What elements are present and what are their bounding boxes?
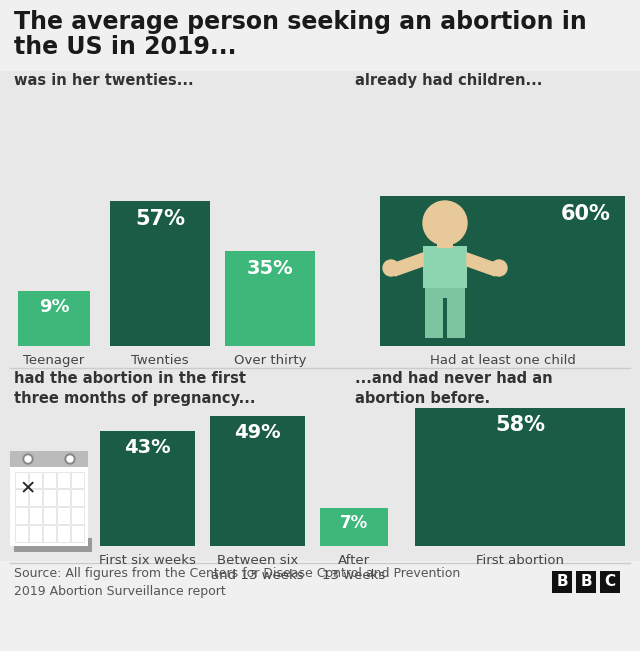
FancyBboxPatch shape (0, 71, 640, 366)
FancyBboxPatch shape (576, 571, 596, 593)
Polygon shape (395, 253, 423, 276)
Text: First six weeks: First six weeks (99, 554, 196, 567)
FancyBboxPatch shape (110, 201, 210, 346)
FancyBboxPatch shape (423, 246, 467, 288)
Text: 49%: 49% (234, 423, 281, 442)
Text: 60%: 60% (561, 204, 611, 224)
Text: Source: All figures from the Centers for Disease Control and Prevention
2019 Abo: Source: All figures from the Centers for… (14, 567, 460, 598)
Circle shape (23, 454, 33, 464)
FancyBboxPatch shape (380, 196, 625, 346)
Text: Twenties: Twenties (131, 354, 189, 367)
FancyBboxPatch shape (552, 571, 572, 593)
FancyBboxPatch shape (100, 431, 195, 546)
Circle shape (25, 456, 31, 462)
Text: Between six
and 13 weeks: Between six and 13 weeks (211, 554, 304, 582)
Text: ✕: ✕ (20, 479, 36, 498)
FancyBboxPatch shape (425, 290, 443, 338)
Text: B: B (580, 574, 592, 590)
Circle shape (67, 456, 73, 462)
Circle shape (383, 260, 399, 276)
FancyBboxPatch shape (18, 291, 90, 346)
Text: The average person seeking an abortion in: The average person seeking an abortion i… (14, 10, 587, 34)
FancyBboxPatch shape (210, 416, 305, 546)
Circle shape (491, 260, 507, 276)
Text: 58%: 58% (495, 415, 545, 435)
FancyBboxPatch shape (415, 408, 625, 546)
Text: had the abortion in the first
three months of pregnancy...: had the abortion in the first three mont… (14, 371, 255, 406)
FancyBboxPatch shape (10, 451, 88, 546)
Text: 7%: 7% (340, 514, 368, 532)
Circle shape (65, 454, 75, 464)
FancyBboxPatch shape (10, 451, 88, 467)
FancyBboxPatch shape (600, 571, 620, 593)
Text: 57%: 57% (135, 209, 185, 229)
Text: already had children...: already had children... (355, 73, 542, 88)
FancyBboxPatch shape (225, 251, 315, 346)
FancyBboxPatch shape (425, 283, 465, 298)
Text: B: B (556, 574, 568, 590)
Circle shape (423, 201, 467, 245)
Text: Over thirty: Over thirty (234, 354, 307, 367)
Text: Teenager: Teenager (24, 354, 84, 367)
Text: the US in 2019...: the US in 2019... (14, 35, 237, 59)
FancyBboxPatch shape (447, 290, 465, 338)
Text: was in her twenties...: was in her twenties... (14, 73, 194, 88)
Polygon shape (467, 253, 495, 276)
FancyBboxPatch shape (0, 366, 640, 561)
Text: 35%: 35% (246, 259, 293, 278)
FancyBboxPatch shape (320, 508, 388, 546)
Text: ...and had never had an
abortion before.: ...and had never had an abortion before. (355, 371, 552, 406)
Text: C: C (604, 574, 616, 590)
Text: 43%: 43% (124, 438, 171, 457)
FancyBboxPatch shape (437, 238, 453, 248)
Text: After
13 weeks: After 13 weeks (323, 554, 386, 582)
Text: Had at least one child: Had at least one child (429, 354, 575, 367)
Text: 9%: 9% (38, 298, 69, 316)
FancyBboxPatch shape (14, 538, 92, 552)
Text: First abortion: First abortion (476, 554, 564, 567)
